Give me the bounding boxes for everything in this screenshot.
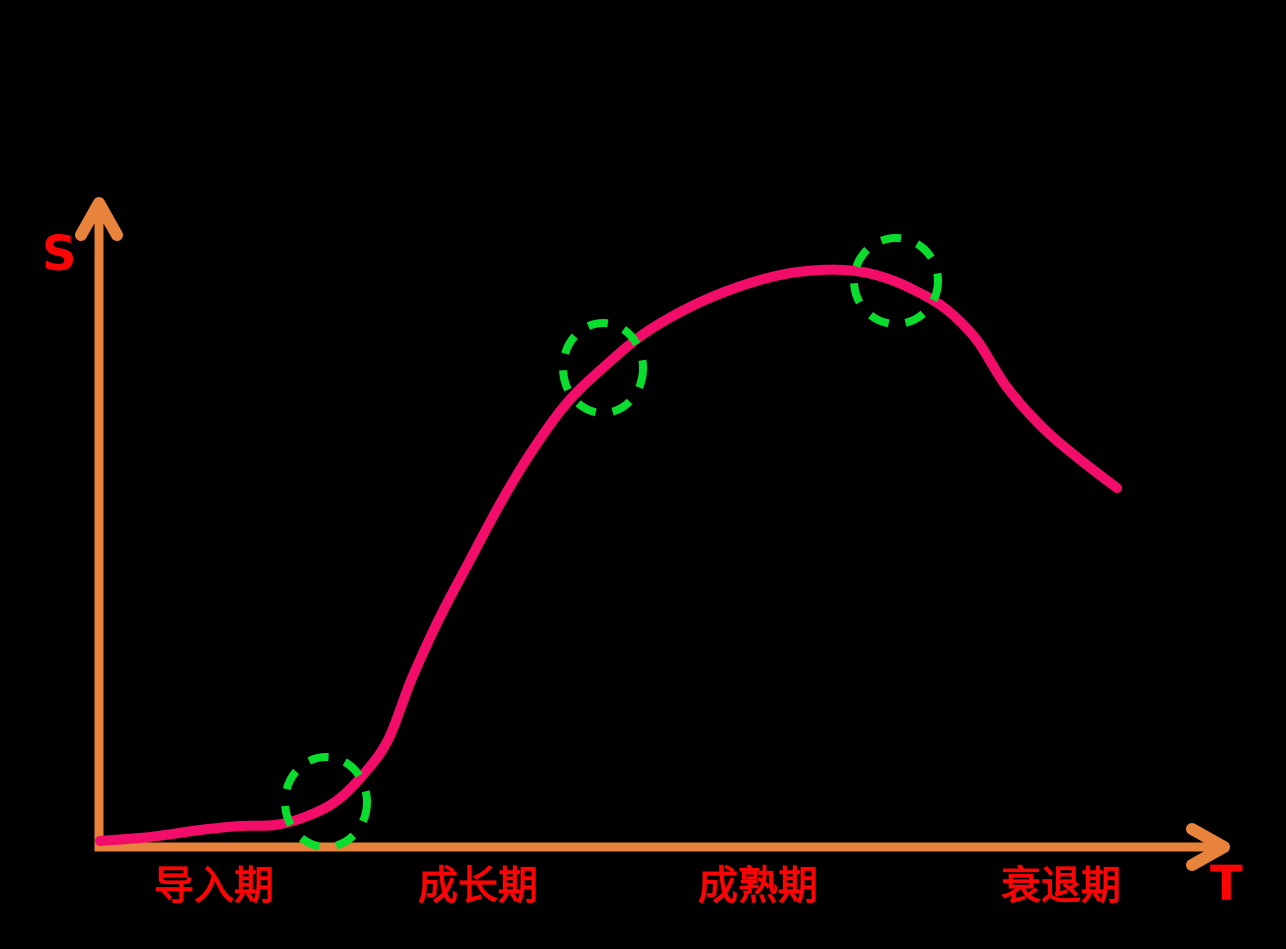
stage-label-introduction: 导入期 xyxy=(154,863,274,909)
transition-marker-1 xyxy=(281,753,371,851)
transition-marker-3 xyxy=(850,234,942,328)
stage-label-maturity: 成熟期 xyxy=(698,863,818,909)
stage-label-growth: 成长期 xyxy=(418,863,538,909)
x-axis-arrow-icon xyxy=(1186,823,1230,871)
y-axis-arrow-icon xyxy=(75,197,123,241)
lifecycle-curve xyxy=(95,264,1122,846)
transition-markers xyxy=(281,234,942,851)
stage-label-decline: 衰退期 xyxy=(1001,863,1121,909)
x-axis-label: T xyxy=(1210,856,1243,912)
y-axis-label: S xyxy=(42,226,77,282)
transition-marker-2 xyxy=(559,319,647,417)
